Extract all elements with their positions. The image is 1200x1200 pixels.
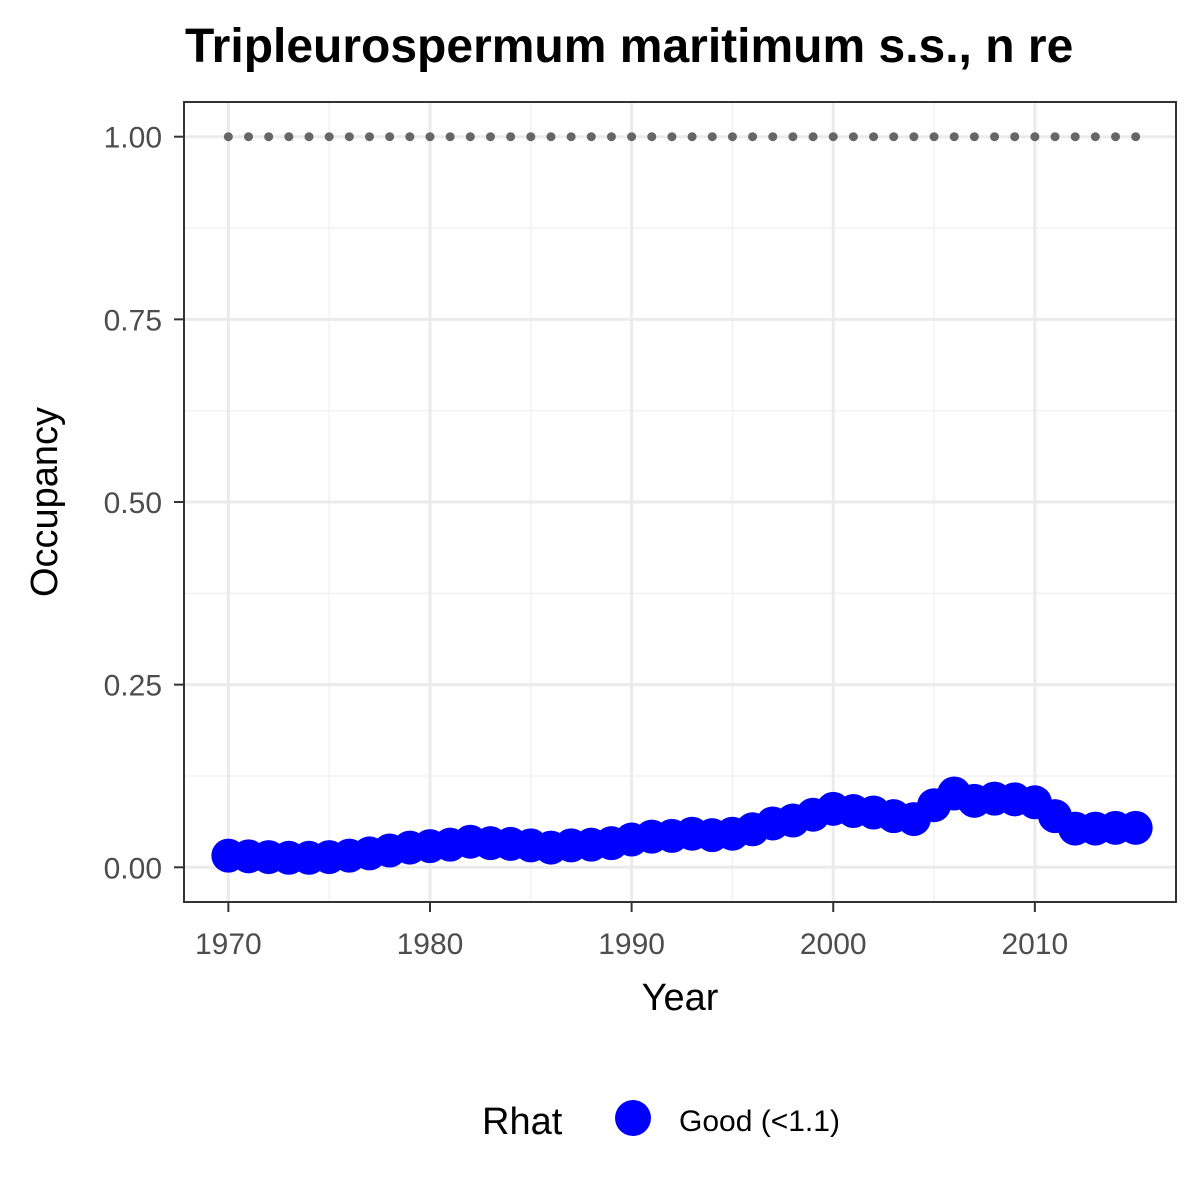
legend-key-good [615, 1100, 651, 1136]
upper-bound-dot [465, 132, 475, 142]
upper-bound-dot [405, 132, 415, 142]
upper-bound-dot [546, 132, 556, 142]
y-tick-label: 0.50 [104, 487, 162, 520]
upper-bound-dot [223, 132, 233, 142]
y-axis-title: Occupancy [24, 407, 66, 597]
upper-bound-dot [566, 132, 576, 142]
axis-layer: 1970 1980 1990 2000 2010 0.00 0.25 0.50 0.75 1.00 [104, 122, 1069, 961]
y-tick-label: 0.75 [104, 304, 162, 337]
y-tick-label: 1.00 [104, 122, 162, 155]
upper-bound-dot [244, 132, 254, 142]
upper-bound-dot [445, 132, 455, 142]
legend-label-good: Good (<1.1) [679, 1105, 840, 1138]
upper-bound-dot [687, 132, 697, 142]
upper-bound-dot [304, 132, 314, 142]
x-axis-title: Year [642, 977, 719, 1019]
upper-bound-dot [586, 132, 596, 142]
upper-bound-dot [1030, 132, 1040, 142]
upper-bound-dot [828, 132, 838, 142]
upper-bound-dot [526, 132, 536, 142]
upper-bound-dot [284, 132, 294, 142]
upper-bound-dot [707, 132, 717, 142]
x-tick-label: 1980 [397, 928, 464, 961]
upper-bound-dot [869, 132, 879, 142]
upper-bound-dot [768, 132, 778, 142]
upper-bound-dot [990, 132, 1000, 142]
upper-bound-dot [1070, 132, 1080, 142]
upper-bound-dot [324, 132, 334, 142]
upper-bound-dot [969, 132, 979, 142]
upper-bound-dot [848, 132, 858, 142]
upper-bound-dot [606, 132, 616, 142]
upper-bound-dot [425, 132, 435, 142]
y-tick-label: 0.25 [104, 670, 162, 703]
upper-bound-dot [1111, 132, 1121, 142]
upper-bound-dot [264, 132, 274, 142]
upper-bound-dot [748, 132, 758, 142]
upper-bound-dot [647, 132, 657, 142]
upper-bound-dot [1090, 132, 1100, 142]
upper-bound-dot [627, 132, 637, 142]
x-tick-label: 1990 [598, 928, 665, 961]
upper-bound-dot [929, 132, 939, 142]
upper-bound-dot [344, 132, 354, 142]
upper-bound-dot [1050, 132, 1060, 142]
occupancy-point [1118, 810, 1153, 845]
upper-bound-dot [727, 132, 737, 142]
upper-bound-dot [909, 132, 919, 142]
chart-title: Tripleurospermum maritimum s.s., n re [185, 20, 1073, 73]
series-layer [211, 132, 1153, 875]
upper-bound-dot [889, 132, 899, 142]
x-tick-label: 2000 [800, 928, 867, 961]
upper-bound-dot [485, 132, 495, 142]
y-tick-label: 0.00 [104, 852, 162, 885]
upper-bound-dot [364, 132, 374, 142]
x-tick-label: 1970 [195, 928, 262, 961]
upper-bound-dot [788, 132, 798, 142]
grid-lines [184, 102, 1176, 902]
upper-bound-dot [808, 132, 818, 142]
legend: Rhat Good (<1.1) [482, 1100, 840, 1143]
upper-bound-dot [506, 132, 516, 142]
upper-bound-dot [949, 132, 959, 142]
x-tick-label: 2010 [1001, 928, 1068, 961]
upper-bound-dot [1010, 132, 1020, 142]
upper-bound-dot [1131, 132, 1141, 142]
upper-bound-dot [667, 132, 677, 142]
upper-bound-dot [385, 132, 395, 142]
legend-title: Rhat [482, 1101, 563, 1143]
